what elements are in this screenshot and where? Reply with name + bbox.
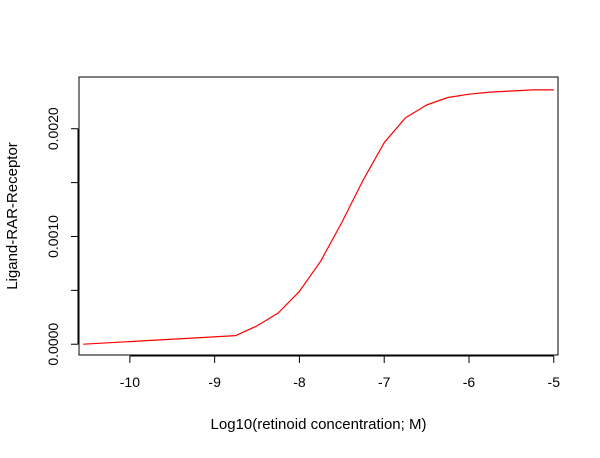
- series-line-0: [83, 89, 554, 345]
- x-axis: -10 -9 -8 -7 -6 -5: [120, 355, 561, 390]
- x-tick-label: -7: [378, 374, 391, 390]
- y-axis: 0.0000 0.0010 0.0020: [45, 107, 79, 366]
- series-layer: [83, 89, 554, 345]
- plot-area-frame: [78, 76, 559, 356]
- x-tick-label: -8: [293, 374, 306, 390]
- y-tick-label: 0.0010: [45, 215, 61, 258]
- y-axis-label: Ligand-RAR-Receptor: [4, 142, 21, 290]
- x-tick-label: -5: [548, 374, 561, 390]
- x-axis-label: Log10(retinoid concentration; M): [211, 416, 427, 433]
- y-tick-label: 0.0000: [45, 323, 61, 366]
- y-tick-label: 0.0020: [45, 107, 61, 150]
- x-tick-label: -6: [463, 374, 476, 390]
- x-tick-label: -10: [120, 374, 140, 390]
- x-tick-label: -9: [208, 374, 221, 390]
